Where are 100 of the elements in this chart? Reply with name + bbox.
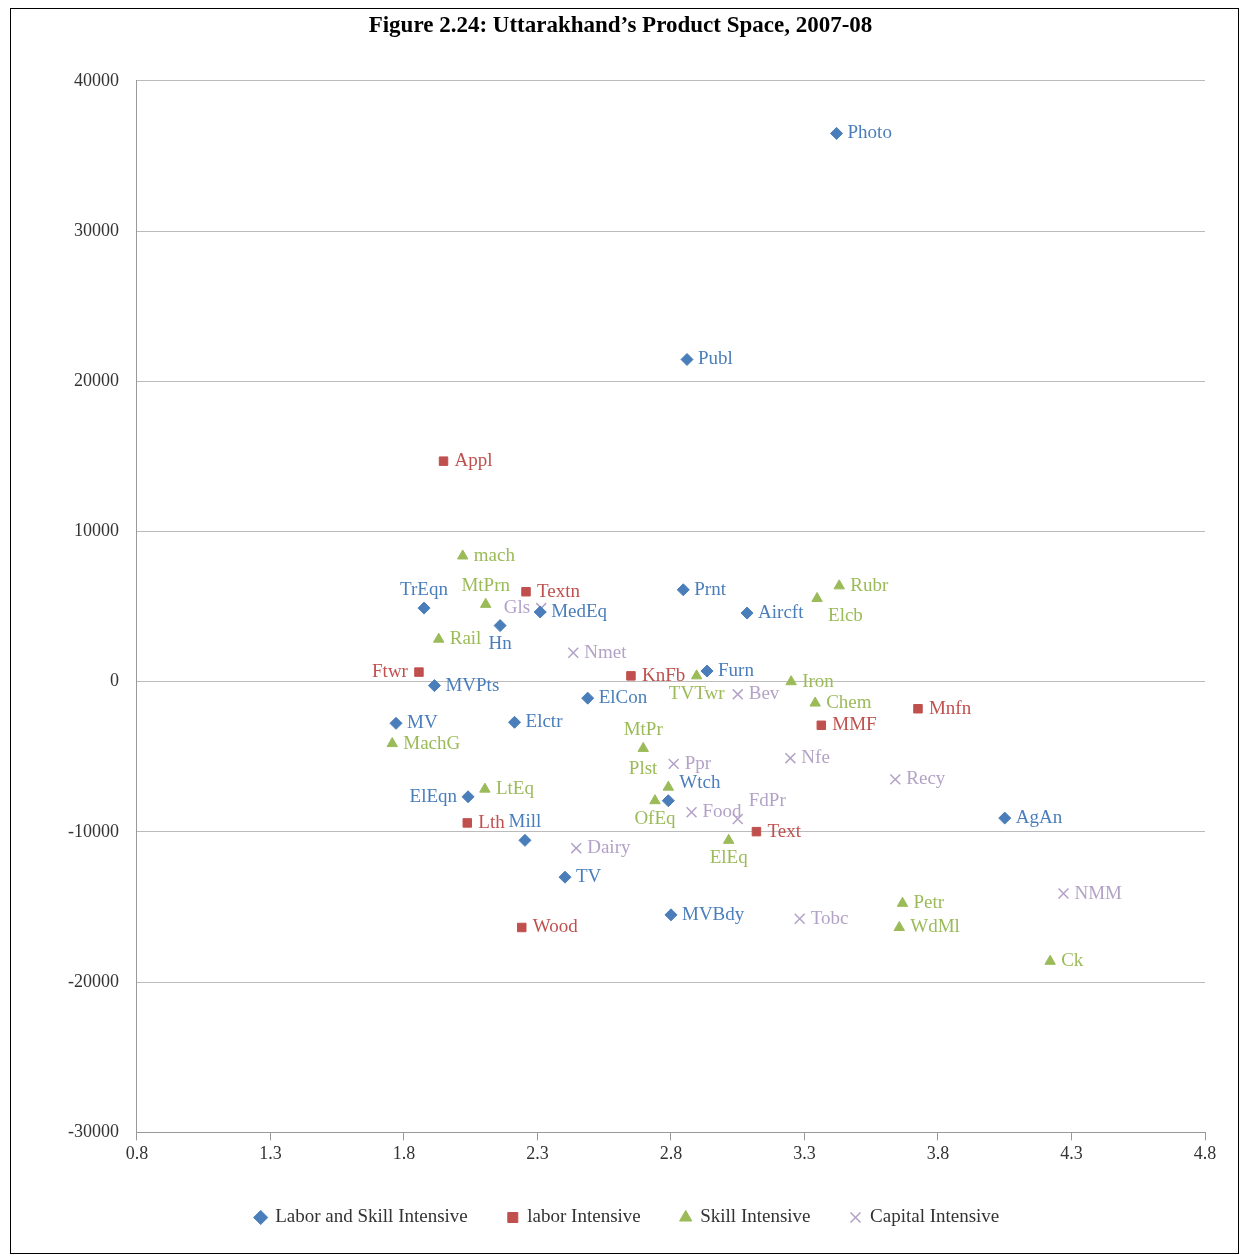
point [480,597,492,608]
data-label: Hn [488,631,513,653]
point [626,671,636,681]
point [417,601,431,615]
point [493,619,507,633]
point [1057,887,1070,900]
point [457,549,469,560]
data-label: MtPrn [461,574,511,596]
data-label: FdPr [748,789,787,811]
x-tick-label: 4.3 [1060,1142,1083,1163]
data-label: Petr [913,891,945,913]
x-tick-label: 0.8 [125,1142,149,1163]
point [414,667,424,677]
point [438,456,449,466]
data-label: Rail [449,627,482,649]
data-label: Aircft [758,601,805,623]
point [533,605,547,619]
point [558,870,572,884]
point [508,715,522,729]
data-label: MMF [832,713,877,735]
legend-label: labor Intensive [527,1205,641,1227]
data-label: MV [406,711,438,733]
data-label: Nmet [584,640,628,662]
chart-title: Figure 2.24: Uttarakhand’s Product Space, 2007-08 [367,12,874,38]
point [433,632,445,643]
x-tick-label: 2.8 [659,1142,683,1163]
point [740,606,754,620]
data-label: Bev [748,682,780,704]
point [809,696,821,707]
data-label: Wood [532,915,579,937]
y-tick-label: -30000 [67,1121,119,1142]
x-tick-label: 1.3 [259,1142,282,1163]
y-tick-label: 20000 [73,369,119,390]
point [1044,954,1056,965]
point [680,352,694,366]
point [816,720,827,731]
legend-label: Capital Intensive [870,1205,1000,1227]
data-label: Nfe [801,746,830,768]
data-label: Prnt [694,577,727,599]
point [785,675,797,686]
point [896,896,909,907]
data-label: Food [702,800,743,822]
point [517,922,527,933]
point [479,782,491,793]
y-tick-label: -20000 [67,970,119,991]
point [664,908,678,922]
point [667,758,680,770]
data-label: WdMl [910,915,960,937]
data-label: Recy [906,767,946,789]
data-label: Dairy [587,836,631,858]
data-label: ElEq [709,846,749,868]
point [386,737,398,748]
data-label: Appl [454,449,493,471]
data-label: Photo [847,121,892,143]
data-label: MedEq [551,599,608,621]
data-label: Elcb [828,604,863,626]
point [830,126,844,140]
data-label: Ck [1061,949,1084,971]
point [700,664,714,678]
data-label: Mnfn [928,696,972,718]
x-tick-label: 3.8 [926,1142,950,1163]
data-label: Mill [508,810,542,832]
point [518,833,532,847]
point [833,579,845,590]
data-label: Iron [802,669,835,691]
point [570,842,582,854]
data-label: Gls [503,596,531,618]
point [998,811,1012,825]
point [427,679,441,693]
legend-label: Skill Intensive [700,1205,811,1227]
data-label: OfEq [634,806,677,828]
point [690,669,703,680]
data-label: LtEq [495,777,535,799]
point [567,647,579,659]
point [676,583,690,597]
point [637,741,649,752]
data-label: AgAn [1015,806,1063,828]
data-label: MVBdy [682,902,745,924]
y-tick-label: -10000 [67,820,119,841]
data-label: MachG [403,731,461,753]
data-label: Tobc [810,906,849,928]
data-label: Plst [628,757,659,779]
legend-label: Labor and Skill Intensive [275,1205,468,1227]
point [811,591,823,602]
data-label: NMM [1074,881,1123,903]
point [889,773,901,786]
point [685,806,698,818]
point [662,780,675,791]
data-label: Text [767,819,802,841]
data-label: Chem [826,691,872,713]
y-tick-label: 40000 [73,69,119,90]
data-label: mach [473,543,516,565]
point [913,704,923,714]
point [389,716,403,730]
point [784,752,797,764]
data-label: MVPts [445,673,500,695]
x-tick-label: 4.8 [1193,1142,1217,1163]
data-label: Ftwr [372,660,409,682]
data-label: Publ [698,347,733,369]
data-label: ElEqn [409,784,458,806]
